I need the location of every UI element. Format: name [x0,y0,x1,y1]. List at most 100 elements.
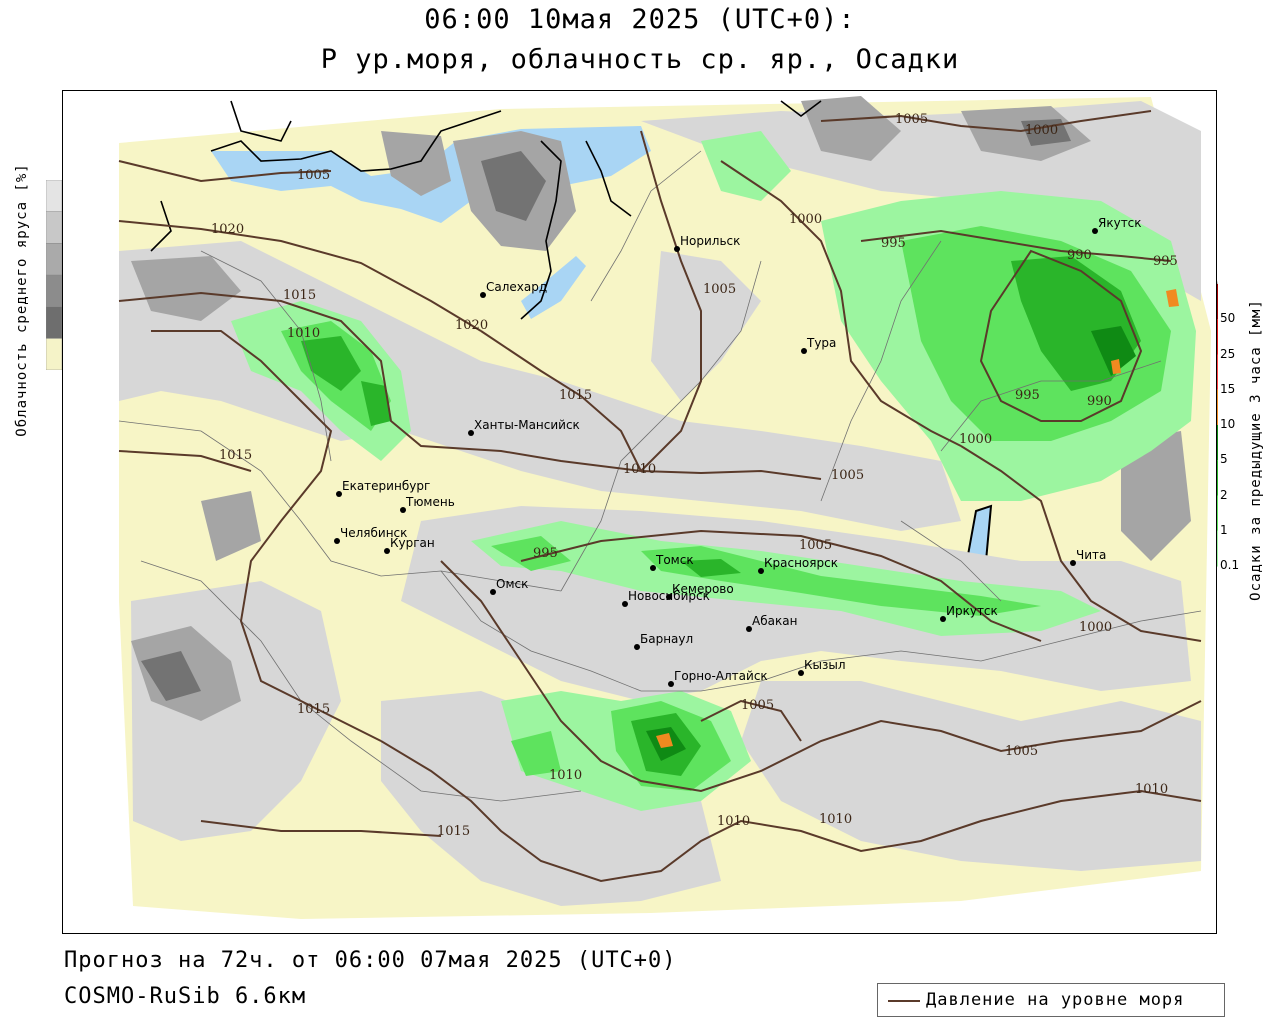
city-label: Екатеринбург [342,479,430,493]
precip-scale-label: 2 [1220,487,1228,502]
isobar-label: 995 [881,236,906,251]
model-name: COSMO-RuSib 6.6км [64,984,307,1009]
cloud-scale-segment [46,306,62,339]
cloud-scale-title: Облачность среднего яруса [%] [14,163,30,437]
pressure-legend: Давление на уровне моря [877,983,1225,1017]
cloud-scale-segment [46,243,62,276]
isobar-label: 1000 [1025,123,1058,138]
city-label: Красноярск [764,556,838,570]
pressure-legend-label: Давление на уровне моря [926,990,1185,1010]
isobar-label: 1005 [831,468,864,483]
isobar-label: 1000 [789,212,822,227]
city-label: Курган [390,536,435,550]
map-frame: 1005 1020 1015 1010 1020 1015 1015 1010 1005 1000… [62,90,1217,934]
city-marker [746,626,752,632]
city-label: Иркутск [946,604,998,618]
precip-scale-label: 50 [1220,311,1236,326]
city-label: Тюмень [405,495,455,509]
isobar-label: 990 [1067,248,1092,263]
cloud-scale-segment [46,211,62,244]
city-label: Челябинск [340,526,407,540]
city-label: Томск [655,553,694,567]
city-marker [1070,560,1076,566]
ob-gulf [521,256,586,319]
city-marker [668,681,674,687]
precip-scale-label: 10 [1220,417,1236,431]
forecast-info: Прогноз на 72ч. от 06:00 07мая 2025 (UTC… [64,948,677,973]
city-marker [490,589,496,595]
city-marker [650,565,656,571]
isobar-label: 1010 [623,462,656,477]
city-marker [758,568,764,574]
city-label: Барнаул [640,632,693,646]
city-marker [480,292,486,298]
isobar-label: 995 [1153,254,1178,269]
precip-scale-title: Осадки за предыдущие 3 часа [мм] [1248,299,1264,601]
precip-scale-label: 5 [1220,452,1228,467]
precip-intense [656,289,1179,748]
city-marker [1092,228,1098,234]
city-marker [384,548,390,554]
isobar-label: 1020 [211,222,244,237]
city-label: Норильск [680,234,740,248]
city-label: Абакан [752,614,797,628]
city-markers: Салехард Норильск Тура Якутск Ханты-Мансийск… [334,216,1142,687]
precip-scale-label: 0.1 [1220,558,1240,572]
city-marker [801,348,807,354]
isobar-label: 1010 [1135,782,1168,797]
cloud-scale-segment [46,274,62,307]
city-label: Ханты-Мансийск [474,418,580,432]
cloud-scale-segment [46,180,62,212]
city-marker [336,491,342,497]
admin-borders [118,150,1202,802]
isobar-label: 1015 [559,388,592,403]
isobar-label: 1015 [219,448,252,463]
precip-scale-label: 15 [1220,381,1236,396]
isobar-label: 1010 [717,814,750,829]
precip-scale-label: 25 [1220,346,1236,361]
isobars [118,110,1202,883]
isobar-label: 1015 [283,288,316,303]
city-marker [468,430,474,436]
coastlines [150,100,822,320]
pressure-legend-line [888,1000,920,1002]
city-label: Салехард [486,280,547,294]
isobar-label: 1005 [799,538,832,553]
city-marker [634,644,640,650]
city-label: Кызыл [804,658,846,672]
precip-scale-label: 1 [1220,522,1228,537]
map-title-line1: 06:00 10мая 2025 (UTC+0): [424,4,856,35]
isobar-label: 990 [1087,394,1112,409]
city-label: Чита [1076,548,1106,562]
isobar-label: 1015 [297,702,330,717]
city-marker [400,507,406,513]
city-marker [622,601,628,607]
isobar-label: 1010 [819,812,852,827]
isobar-label: 1005 [703,282,736,297]
cloud-scale-bar [46,180,62,370]
isobar-label: 1010 [287,326,320,341]
isobar-label: 1005 [741,698,774,713]
city-label: Горно-Алтайск [674,669,768,683]
isobar-label: 995 [533,546,558,561]
city-marker [334,538,340,544]
forecast-map: 1005 1020 1015 1010 1020 1015 1015 1010 1005 1000… [63,91,1216,933]
isobar-label: 1020 [455,318,488,333]
isobar-label: 1000 [1079,620,1112,635]
city-marker [940,616,946,622]
city-marker [666,594,672,600]
isobar-label: 1010 [549,768,582,783]
map-title-line2: P ур.моря, облачность ср. яр., Осадки [320,44,960,75]
cloud-scale-segment [46,338,62,370]
isobar-label: 995 [1015,388,1040,403]
city-label: Кемерово [672,582,734,596]
city-marker [674,246,680,252]
isobar-labels: 1005 1020 1015 1010 1020 1015 1015 1010 1005 1000… [211,112,1178,839]
isobar-label: 1000 [959,432,992,447]
city-label: Тура [806,336,836,350]
isobar-label: 1005 [297,168,330,183]
isobar-label: 1005 [1005,744,1038,759]
city-label: Якутск [1098,216,1142,230]
city-label: Омск [496,577,528,591]
isobar-label: 1015 [437,824,470,839]
